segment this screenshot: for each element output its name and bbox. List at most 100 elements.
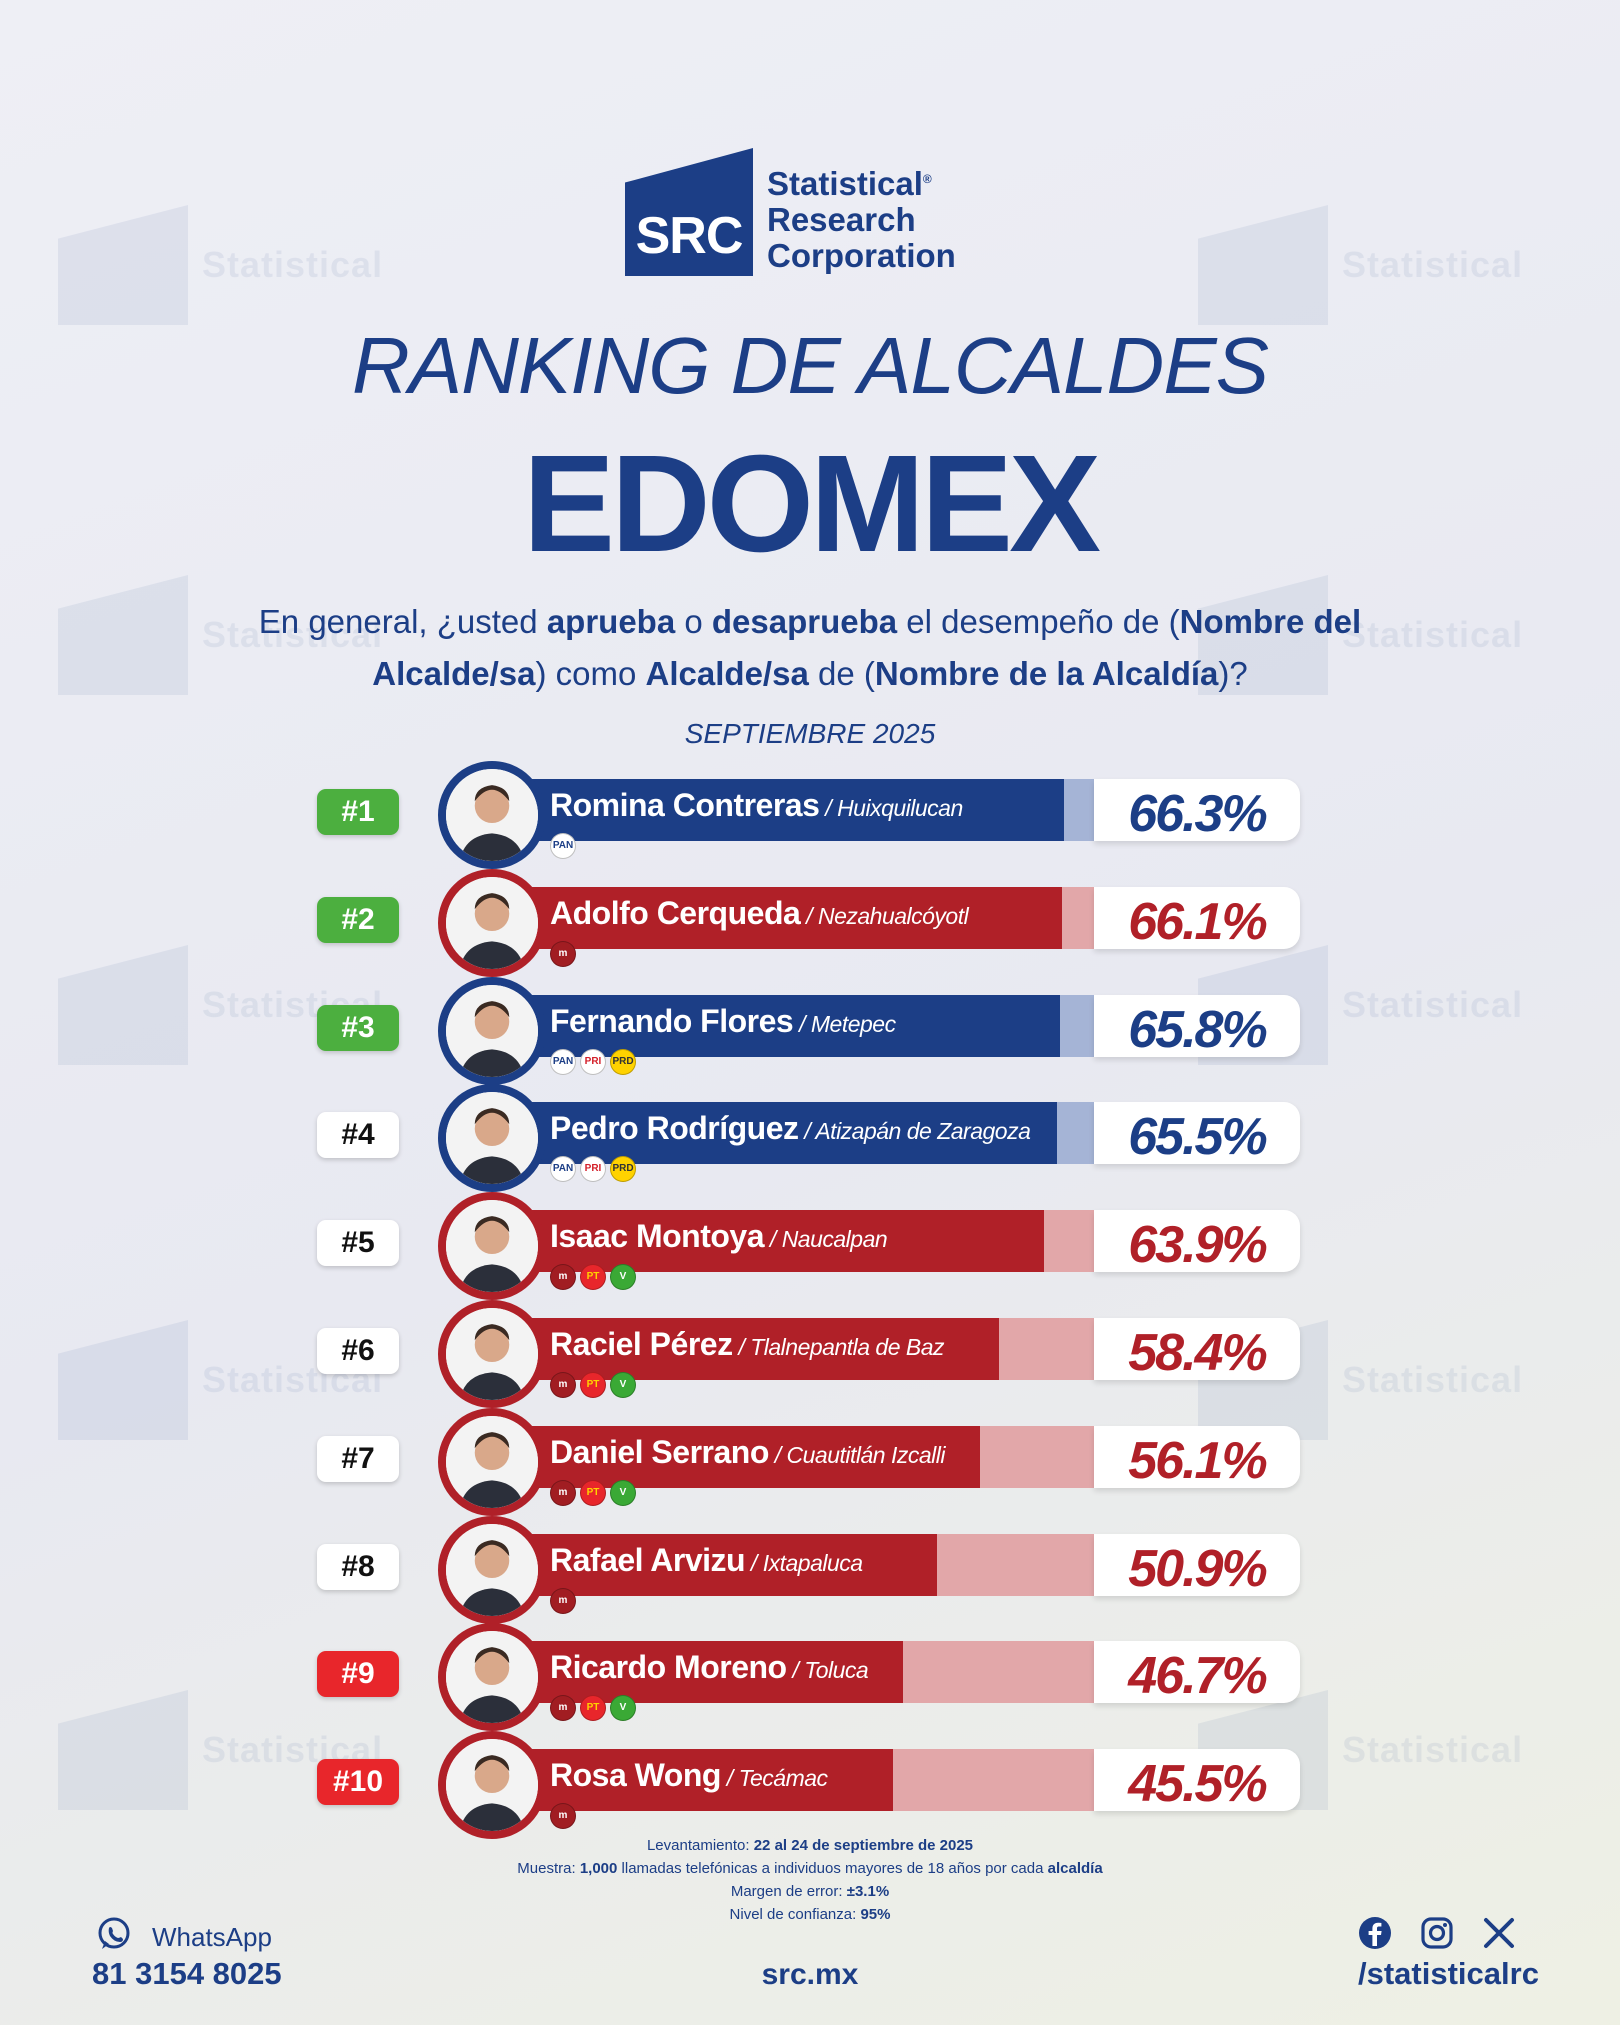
ranking-row: #3 Fernando Flores / Metepec 65.8% PAN PRI PR… bbox=[0, 973, 1620, 1085]
x-icon[interactable] bbox=[1482, 1916, 1516, 1955]
party-logos: PAN bbox=[550, 833, 576, 859]
approval-percent: 46.7% bbox=[1128, 1647, 1267, 1706]
party-verde-icon: V bbox=[610, 1264, 636, 1291]
mayor-name: Rafael Arvizu bbox=[550, 1541, 746, 1578]
municipality-name: Nezahualcóyotl bbox=[817, 902, 969, 929]
party-logos: m PT V bbox=[550, 1264, 636, 1291]
party-morena-icon: m bbox=[550, 940, 576, 967]
bar-track: Ricardo Moreno / Toluca bbox=[520, 1641, 1094, 1704]
mayor-label: Ricardo Moreno / Toluca bbox=[550, 1649, 869, 1686]
bar-track: Adolfo Cerqueda / Nezahualcóyotl bbox=[520, 886, 1094, 949]
mayor-photo bbox=[438, 868, 546, 977]
mayor-name: Isaac Montoya bbox=[550, 1218, 765, 1255]
party-pri-icon: PRI bbox=[580, 1156, 606, 1183]
party-morena-icon: m bbox=[550, 1803, 576, 1830]
logo-mark: SRC bbox=[625, 148, 753, 276]
mayor-photo bbox=[438, 1407, 546, 1516]
party-pan-icon: PAN bbox=[550, 1048, 576, 1075]
percent-box: 65.8% bbox=[1094, 994, 1300, 1059]
party-verde-icon: V bbox=[610, 1372, 636, 1398]
watermark-logo: Statistical bbox=[58, 945, 383, 1065]
party-morena-icon: m bbox=[550, 1264, 576, 1291]
mayor-name: Romina Contreras bbox=[550, 787, 820, 823]
mayor-label: Rafael Arvizu / Ixtapaluca bbox=[550, 1541, 863, 1578]
social-icons bbox=[1358, 1916, 1516, 1955]
bar bbox=[520, 1318, 999, 1380]
bar bbox=[520, 1749, 894, 1812]
mayor-label: Fernando Flores / Metepec bbox=[550, 1002, 896, 1039]
mayor-name: Ricardo Moreno bbox=[550, 1649, 787, 1686]
mayor-photo bbox=[438, 976, 546, 1085]
bar bbox=[520, 1425, 981, 1488]
mayor-label: Daniel Serrano / Cuautitlán Izcalli bbox=[550, 1433, 946, 1470]
mayor-name: Daniel Serrano bbox=[550, 1433, 769, 1470]
bar bbox=[520, 994, 1060, 1057]
party-pan-icon: PAN bbox=[550, 1156, 576, 1183]
rank-badge: #8 bbox=[317, 1543, 399, 1590]
party-prd-icon: PRD bbox=[610, 1048, 636, 1075]
percent-box: 66.3% bbox=[1094, 779, 1300, 843]
whatsapp-label: WhatsApp bbox=[152, 1922, 272, 1952]
mayor-label: Adolfo Cerqueda / Nezahualcóyotl bbox=[550, 894, 969, 931]
rank-badge: #5 bbox=[317, 1220, 399, 1267]
mayor-name: Pedro Rodríguez bbox=[550, 1110, 799, 1147]
bar bbox=[520, 1533, 938, 1596]
ranking-row: #2 Adolfo Cerqueda / Nezahualcóyotl 66.1% m bbox=[0, 865, 1620, 977]
approval-percent: 56.1% bbox=[1128, 1431, 1267, 1490]
percent-box: 56.1% bbox=[1094, 1425, 1300, 1490]
survey-question: En general, ¿usted aprueba o desaprueba … bbox=[258, 603, 1362, 692]
social-handle[interactable]: /statisticalrc bbox=[1358, 1956, 1539, 1991]
facebook-icon[interactable] bbox=[1358, 1916, 1392, 1955]
party-pan-icon: PAN bbox=[550, 833, 576, 859]
rank-badge: #9 bbox=[317, 1651, 399, 1698]
bar-track: Rosa Wong / Tecámac bbox=[520, 1749, 1094, 1812]
whatsapp-contact[interactable]: WhatsApp bbox=[96, 1916, 272, 1959]
mayor-label: Rosa Wong / Tecámac bbox=[550, 1757, 828, 1794]
mayor-photo bbox=[438, 1192, 546, 1301]
ranking-row: #5 Isaac Montoya / Naucalpan 63.9% m PT V bbox=[0, 1188, 1620, 1301]
party-pt-icon: PT bbox=[580, 1372, 606, 1398]
municipality-name: Tlalnepantla de Baz bbox=[750, 1334, 945, 1360]
mayor-photo bbox=[438, 761, 546, 869]
rank-badge: #10 bbox=[317, 1759, 399, 1806]
party-pt-icon: PT bbox=[580, 1264, 606, 1291]
ranking-row: #1 Romina Contreras / Huixquilucan 66.3% PA… bbox=[0, 757, 1620, 869]
party-logos: PAN PRI PRD bbox=[550, 1156, 636, 1183]
percent-box: 66.1% bbox=[1094, 886, 1300, 951]
rank-badge: #3 bbox=[317, 1004, 399, 1051]
mayor-name: Fernando Flores bbox=[550, 1002, 794, 1039]
bar-track: Pedro Rodríguez / Atizapán de Zaragoza bbox=[520, 1102, 1094, 1165]
footnote: Levantamiento: 22 al 24 de septiembre de… bbox=[517, 1837, 1103, 1923]
percent-box: 63.9% bbox=[1094, 1210, 1300, 1274]
brand-logo: SRC Statistical® Research Corporation bbox=[625, 148, 956, 276]
rank-badge: #2 bbox=[317, 896, 399, 943]
party-logos: m bbox=[550, 1587, 576, 1614]
mayor-label: Isaac Montoya / Naucalpan bbox=[550, 1218, 888, 1255]
bar-track: Fernando Flores / Metepec bbox=[520, 994, 1094, 1057]
municipality-name: Tecámac bbox=[738, 1765, 828, 1792]
municipality-name: Atizapán de Zaragoza bbox=[815, 1118, 1031, 1145]
party-prd-icon: PRD bbox=[610, 1156, 636, 1183]
mayor-photo bbox=[438, 1731, 546, 1840]
website-link[interactable]: src.mx bbox=[761, 1958, 859, 1991]
phone-number[interactable]: 81 3154 8025 bbox=[92, 1956, 282, 1991]
watermark-logo: Statistical bbox=[58, 575, 383, 695]
instagram-icon[interactable] bbox=[1420, 1916, 1454, 1955]
bar-track: Daniel Serrano / Cuautitlán Izcalli bbox=[520, 1425, 1094, 1488]
watermark-logo: Statistical bbox=[1198, 205, 1523, 325]
ranking-row: #8 Rafael Arvizu / Ixtapaluca 50.9% m bbox=[0, 1512, 1620, 1624]
ranking-row: #7 Daniel Serrano / Cuautitlán Izcalli 56.… bbox=[0, 1404, 1620, 1516]
survey-month: SEPTIEMBRE 2025 bbox=[684, 718, 936, 749]
approval-percent: 66.1% bbox=[1128, 892, 1267, 951]
bar-track: Raciel Pérez / Tlalnepantla de Baz bbox=[520, 1318, 1094, 1380]
party-verde-icon: V bbox=[610, 1479, 636, 1506]
party-verde-icon: V bbox=[610, 1695, 636, 1722]
party-logos: PAN PRI PRD bbox=[550, 1048, 636, 1075]
party-pt-icon: PT bbox=[580, 1479, 606, 1506]
mayor-label: Raciel Pérez / Tlalnepantla de Baz bbox=[550, 1326, 945, 1362]
rank-badge: #4 bbox=[317, 1112, 399, 1159]
approval-percent: 66.3% bbox=[1128, 785, 1267, 843]
municipality-name: Huixquilucan bbox=[837, 795, 963, 821]
party-logos: m bbox=[550, 1803, 576, 1830]
page-subtitle: EDOMEX bbox=[522, 427, 1101, 581]
